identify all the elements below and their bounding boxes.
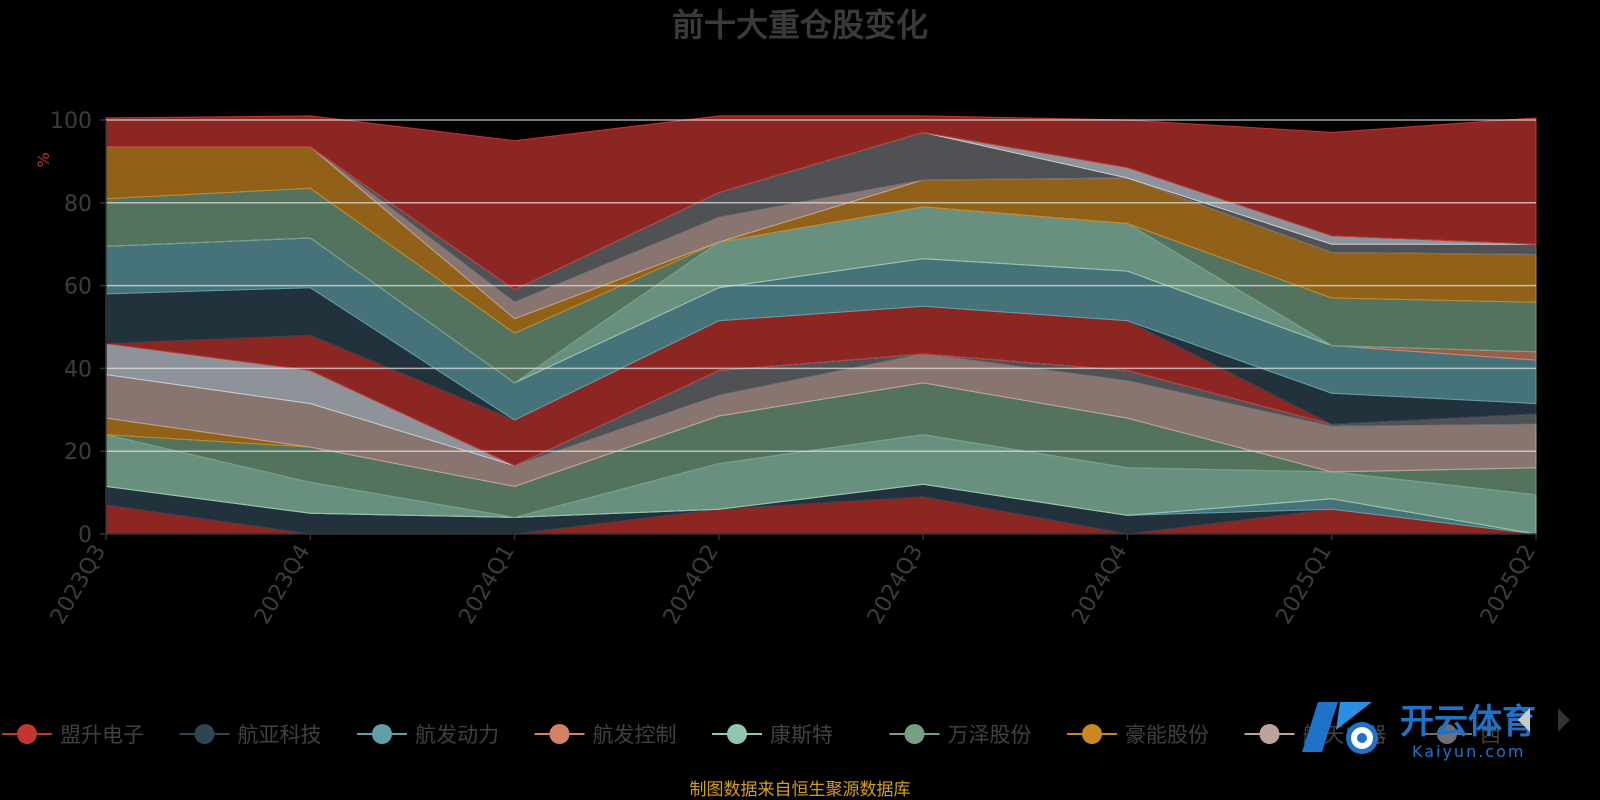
x-tick-labels: 2023Q3 2023Q4 2024Q1 2024Q2 2024Q3 2024Q4 2025… bbox=[46, 541, 1541, 629]
y-tick-label: 100 bbox=[50, 109, 92, 134]
x-tick-label: 2024Q4 bbox=[1067, 541, 1132, 629]
legend-label: 康斯特 bbox=[770, 723, 833, 747]
y-tick-label: 0 bbox=[78, 523, 92, 548]
legend-item[interactable]: 万泽股份 bbox=[889, 723, 1032, 747]
legend-label: 盟升电子 bbox=[60, 723, 144, 747]
legend-marker bbox=[549, 724, 570, 744]
legend-label: 航发控制 bbox=[593, 723, 677, 747]
watermark-sub: Kaiyun.com bbox=[1412, 742, 1525, 761]
y-tick-label: 80 bbox=[64, 192, 92, 217]
legend-item[interactable]: 航亚科技 bbox=[179, 723, 322, 747]
legend-marker bbox=[904, 724, 925, 744]
area-series-group bbox=[105, 115, 1537, 535]
legend-pager[interactable] bbox=[1518, 708, 1570, 732]
legend-next-icon[interactable] bbox=[1558, 708, 1570, 732]
y-tick-label: 20 bbox=[64, 440, 92, 465]
y-axis-label: % bbox=[34, 152, 53, 167]
area-series-21 bbox=[105, 115, 1537, 291]
logo-k-mark bbox=[1302, 702, 1378, 754]
legend-marker bbox=[1437, 724, 1457, 744]
legend-marker bbox=[372, 724, 392, 744]
legend-item[interactable]: 豪能股份 bbox=[1067, 723, 1209, 747]
legend-marker bbox=[17, 724, 37, 744]
legend-marker bbox=[727, 724, 747, 744]
chart-title: 前十大重仓股变化 bbox=[672, 6, 928, 44]
x-tick-label: 2024Q2 bbox=[659, 541, 724, 629]
legend-label: 万泽股份 bbox=[948, 723, 1032, 747]
source-note: 制图数据来自恒生聚源数据库 bbox=[690, 780, 911, 800]
legend-item[interactable]: 西 bbox=[1422, 723, 1501, 747]
x-tick-label: 2025Q2 bbox=[1476, 541, 1541, 629]
y-tick-label: 40 bbox=[64, 357, 92, 382]
legend-item[interactable]: 航发控制 bbox=[534, 723, 677, 747]
x-tick-label: 2025Q1 bbox=[1272, 541, 1337, 629]
x-tick-label: 2023Q3 bbox=[46, 541, 111, 629]
watermark-brand: 开云体育 bbox=[1400, 702, 1536, 742]
legend-item[interactable]: 航发动力 bbox=[357, 723, 499, 747]
legend-marker bbox=[1082, 724, 1102, 744]
x-tick-label: 2024Q1 bbox=[454, 541, 519, 629]
legend-marker bbox=[1259, 724, 1280, 744]
y-tick-labels: 0 20 40 60 80 100 bbox=[50, 109, 92, 548]
legend: 盟升电子 航亚科技 航发动力 航发控制 康斯特 万泽股份 豪能股份 航天电器西 bbox=[2, 723, 1501, 747]
legend-label: 航发动力 bbox=[415, 723, 499, 747]
axes bbox=[100, 119, 1537, 540]
watermark-logo: 开云体育 Kaiyun.com bbox=[1302, 702, 1536, 761]
x-tick-label: 2023Q4 bbox=[250, 541, 315, 629]
legend-prev-icon[interactable] bbox=[1518, 708, 1530, 732]
legend-label: 西 bbox=[1480, 723, 1501, 747]
legend-label: 豪能股份 bbox=[1125, 723, 1209, 747]
legend-label: 航亚科技 bbox=[238, 723, 322, 747]
y-tick-label: 60 bbox=[64, 275, 92, 300]
grid-lines bbox=[106, 119, 1536, 452]
legend-item[interactable]: 康斯特 bbox=[712, 723, 833, 747]
legend-item[interactable]: 盟升电子 bbox=[2, 723, 144, 747]
legend-marker bbox=[194, 724, 215, 744]
x-tick-label: 2024Q3 bbox=[863, 541, 928, 629]
